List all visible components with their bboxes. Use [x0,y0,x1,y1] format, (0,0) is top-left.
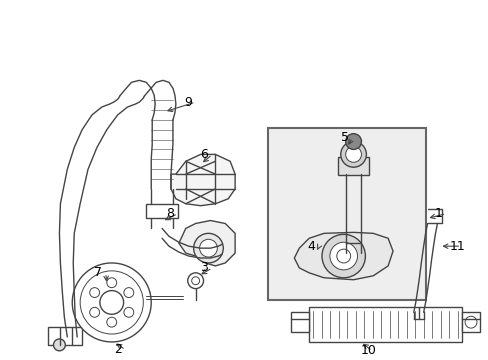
Circle shape [72,263,151,342]
Text: 5: 5 [340,131,348,144]
Circle shape [345,134,361,149]
Text: 4: 4 [306,240,314,253]
Text: 6: 6 [200,148,208,161]
Circle shape [106,317,117,327]
Circle shape [191,277,199,285]
Polygon shape [179,221,235,266]
Polygon shape [171,154,235,206]
Circle shape [464,316,476,328]
Circle shape [340,141,366,167]
Circle shape [199,239,217,257]
Bar [461,312,479,332]
Bar [146,204,178,217]
Circle shape [89,307,100,317]
Text: 11: 11 [448,240,464,253]
Circle shape [321,234,365,278]
Circle shape [193,233,223,263]
Circle shape [329,242,357,270]
Text: 10: 10 [360,344,376,357]
Text: 1: 1 [434,207,442,220]
Text: 8: 8 [166,207,174,220]
Text: 2: 2 [114,343,122,356]
Bar [337,157,368,175]
Circle shape [336,249,350,263]
Bar [267,128,425,301]
Circle shape [80,271,143,334]
Circle shape [100,291,123,314]
Circle shape [187,273,203,289]
Circle shape [345,147,361,162]
Circle shape [53,339,65,351]
Bar [47,327,82,345]
Text: 9: 9 [183,95,191,109]
Circle shape [89,288,100,297]
Polygon shape [294,232,392,280]
Bar [141,291,149,305]
Circle shape [123,307,134,317]
Circle shape [106,278,117,288]
Bar [308,307,461,342]
Text: 3: 3 [200,261,208,274]
Circle shape [123,288,134,297]
Text: 7: 7 [94,266,102,279]
Bar [291,312,308,332]
